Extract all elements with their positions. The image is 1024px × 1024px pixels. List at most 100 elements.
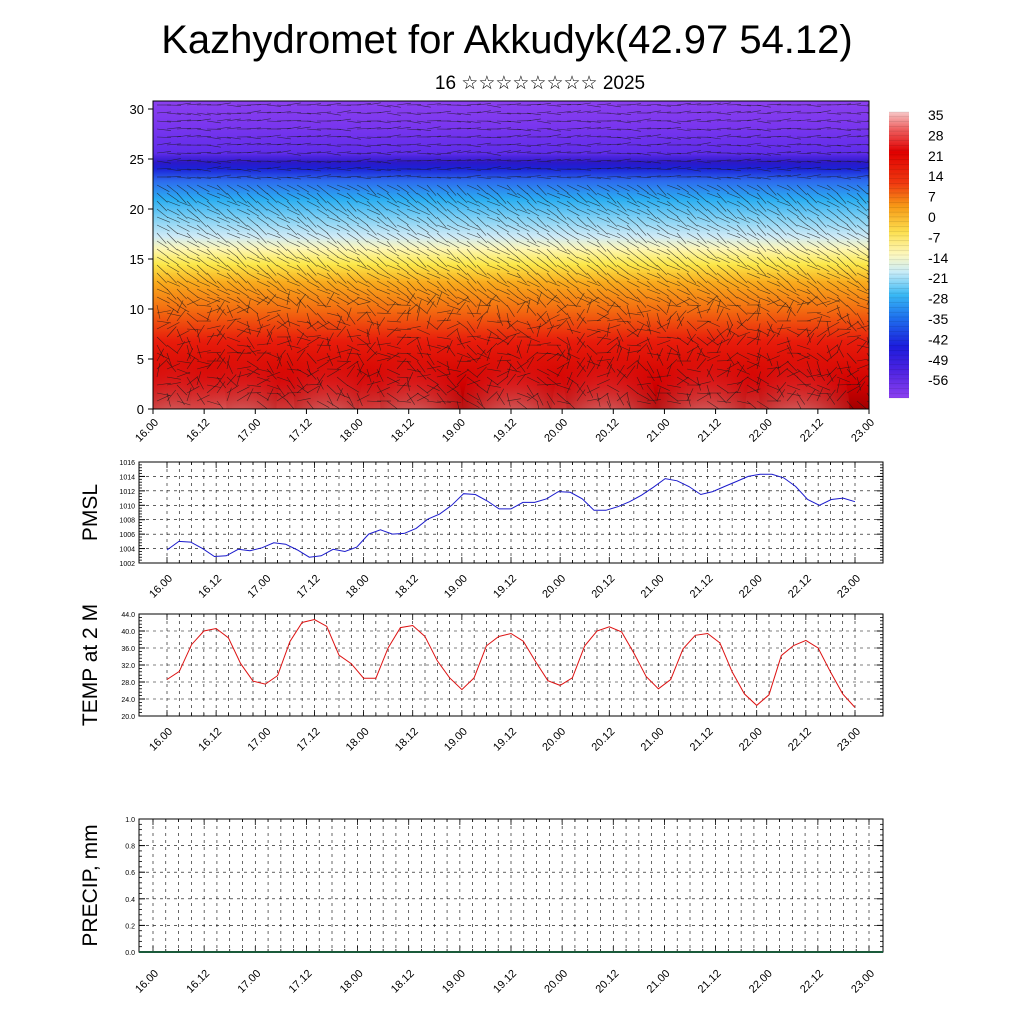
wind-barb (316, 280, 328, 291)
wind-barb (406, 336, 422, 339)
wind-barb (846, 103, 861, 106)
wind-barb (706, 248, 718, 259)
wind-barb (346, 232, 359, 241)
wind-barb (306, 400, 314, 409)
wind-barb (216, 304, 227, 316)
wind-barb (486, 240, 499, 250)
wind-barb (166, 288, 177, 300)
wind-barb (696, 393, 710, 402)
wind-barb (386, 328, 401, 332)
wind-barb (436, 184, 449, 194)
wind-barb (346, 384, 360, 393)
wind-barb (346, 152, 362, 155)
wind-barb (626, 347, 631, 362)
wind-barb (336, 208, 350, 217)
wind-barb (506, 272, 521, 279)
wind-barb (546, 296, 560, 304)
wind-barb (356, 152, 372, 154)
wind-barb (336, 240, 348, 252)
wind-barb (566, 328, 581, 333)
wind-barb (546, 314, 560, 322)
wind-barb (166, 127, 181, 130)
wind-barb (286, 159, 302, 162)
wind-barb (396, 309, 406, 322)
wind-barb (256, 167, 272, 170)
wind-barb (756, 331, 761, 346)
wind-barb (476, 344, 487, 356)
wind-barb (276, 349, 286, 362)
wind-barb (496, 359, 512, 362)
wind-barb (316, 336, 331, 341)
wind-barb (836, 119, 852, 122)
wind-barb (596, 192, 610, 200)
wind-barb (846, 184, 860, 192)
wind-barb (296, 240, 310, 249)
wind-barb (466, 232, 481, 239)
y-tick-label: 1.0 (125, 817, 135, 824)
wind-barb (736, 272, 748, 284)
y-tick-label: 36.0 (121, 646, 135, 653)
wind-barb (466, 400, 480, 408)
wind-barb (746, 152, 761, 155)
wind-barb (216, 160, 231, 163)
wind-barb (386, 400, 398, 409)
wind-barb (356, 343, 371, 346)
wind-barb (846, 151, 861, 154)
wind-barb (326, 292, 335, 306)
wind-barb (156, 151, 171, 154)
wind-barb (366, 200, 378, 211)
wind-barb (376, 272, 391, 279)
wind-barb (376, 152, 391, 155)
wind-barb (186, 103, 201, 106)
wind-barb (806, 120, 822, 123)
wind-barb (176, 184, 189, 194)
wind-barb (796, 119, 811, 122)
wind-barb (396, 216, 409, 226)
wind-barb (456, 127, 472, 130)
wind-barb (586, 216, 597, 228)
wind-barb (506, 216, 519, 225)
wind-barb (206, 240, 220, 248)
wind-barb (546, 208, 559, 218)
wind-barb (216, 248, 230, 255)
wind-barb (636, 383, 651, 386)
wind-barb (286, 192, 300, 200)
wind-barb (226, 288, 241, 295)
wind-barb (836, 200, 849, 210)
y-tick-label: 0.6 (125, 870, 135, 877)
wind-barb (196, 112, 211, 116)
wind-barb (806, 192, 818, 204)
wind-barb (576, 308, 585, 322)
wind-barb (196, 240, 210, 249)
wind-barb (696, 347, 703, 362)
wind-barb (646, 184, 657, 196)
wind-barb (286, 184, 300, 192)
wind-barb (736, 232, 749, 241)
wind-barb (316, 240, 329, 249)
wind-barb (196, 324, 205, 338)
wind-barb (786, 143, 801, 146)
wind-barb (186, 387, 192, 402)
wind-barb (756, 232, 768, 243)
wind-barb (846, 264, 857, 276)
wind-barb (366, 216, 380, 224)
wind-barb (806, 280, 819, 290)
wind-barb (356, 360, 362, 375)
wind-barb (576, 365, 586, 378)
wind-barb (366, 320, 381, 326)
wind-barb (356, 232, 368, 243)
wind-barb (706, 336, 719, 346)
wind-barb (636, 152, 651, 156)
wind-barb (336, 184, 351, 191)
wind-barb (666, 127, 681, 130)
wind-barb (396, 224, 410, 232)
wind-barb (536, 200, 551, 207)
wind-barb (746, 184, 760, 192)
wind-barb (706, 111, 722, 114)
wind-barb (696, 111, 711, 114)
wind-barb (306, 321, 319, 330)
wind-barb (456, 352, 471, 359)
colorbar-label: -42 (928, 331, 948, 347)
wind-barb (416, 272, 430, 280)
